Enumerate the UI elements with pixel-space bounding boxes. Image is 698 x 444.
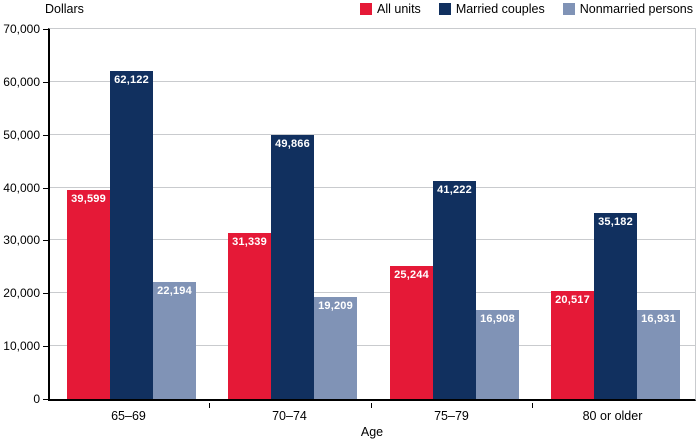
y-tick-mark (43, 29, 48, 30)
y-tick-label: 50,000 (3, 128, 40, 142)
bar-married-couples-1: 62,122 (110, 71, 153, 399)
x-axis: 65–69 70–74 75–79 80 or older (48, 403, 696, 443)
bar-value-label: 16,908 (480, 313, 515, 325)
bar-nonmarried-persons-4: 16,931 (637, 310, 680, 399)
bar-value-label: 16,931 (641, 313, 676, 325)
gridline (50, 292, 695, 294)
gridline (50, 80, 695, 82)
bar-married-couples-4: 35,182 (594, 213, 637, 399)
bar-value-label: 35,182 (598, 216, 633, 228)
bar-value-label: 25,244 (394, 269, 429, 281)
bar-value-label: 22,194 (157, 285, 192, 297)
legend-label: All units (377, 2, 421, 16)
y-tick-mark (43, 240, 48, 241)
gridline (50, 186, 695, 188)
bar-nonmarried-persons-3: 16,908 (476, 310, 519, 399)
x-tick-mark (532, 403, 533, 408)
legend-item-nonmarried-persons: Nonmarried persons (562, 2, 693, 16)
y-tick-label: 40,000 (3, 181, 40, 195)
bar-all-units-1: 39,599 (67, 190, 110, 399)
bar-married-couples-2: 49,866 (271, 135, 314, 399)
y-tick-label: 0 (33, 392, 40, 406)
legend-swatch-icon (562, 3, 575, 15)
legend-item-all-units: All units (360, 2, 421, 16)
y-axis-units-label: Dollars (45, 2, 84, 16)
bar-all-units-3: 25,244 (390, 266, 433, 399)
legend-swatch-icon (360, 3, 373, 15)
gridline (50, 239, 695, 241)
y-tick-mark (43, 135, 48, 136)
x-tick-label: 75–79 (434, 409, 469, 423)
legend-item-married-couples: Married couples (438, 2, 545, 16)
bar-value-label: 19,209 (318, 300, 353, 312)
x-tick-label: 80 or older (582, 409, 643, 423)
y-tick-label: 70,000 (3, 22, 40, 36)
bar-value-label: 41,222 (437, 184, 472, 196)
y-tick-label: 10,000 (3, 339, 40, 353)
x-tick-label: 65–69 (111, 409, 146, 423)
bar-value-label: 31,339 (232, 236, 267, 248)
gridline (50, 133, 695, 135)
bar-nonmarried-persons-2: 19,209 (314, 297, 357, 399)
x-tick-label: 70–74 (272, 409, 307, 423)
y-axis: 0 10,000 20,000 30,000 40,000 50,000 60,000 70,… (0, 22, 48, 406)
x-axis-title: Age (360, 425, 384, 439)
y-tick-mark (43, 188, 48, 189)
bar-nonmarried-persons-1: 22,194 (153, 282, 196, 399)
x-tick-mark (209, 403, 210, 408)
plot-area: 39,599 62,122 22,194 31,339 49,866 19,209 25,2… (48, 28, 696, 401)
legend: All units Married couples Nonmarried perso… (360, 2, 693, 16)
bar-value-label: 20,517 (555, 294, 590, 306)
y-tick-mark (43, 293, 48, 294)
bar-all-units-4: 20,517 (551, 291, 594, 399)
bar-value-label: 39,599 (71, 193, 106, 205)
bar-married-couples-3: 41,222 (433, 181, 476, 399)
y-tick-mark (43, 82, 48, 83)
gridline (50, 345, 695, 347)
legend-swatch-icon (438, 3, 451, 15)
legend-label: Married couples (455, 2, 545, 16)
bar-all-units-2: 31,339 (228, 233, 271, 399)
y-tick-label: 30,000 (3, 233, 40, 247)
legend-label: Nonmarried persons (579, 2, 693, 16)
y-tick-mark (43, 399, 48, 400)
bar-value-label: 62,122 (114, 74, 149, 86)
bar-value-label: 49,866 (275, 138, 310, 150)
y-tick-mark (43, 346, 48, 347)
y-tick-label: 60,000 (3, 75, 40, 89)
y-tick-label: 20,000 (3, 286, 40, 300)
x-tick-mark (371, 403, 372, 408)
